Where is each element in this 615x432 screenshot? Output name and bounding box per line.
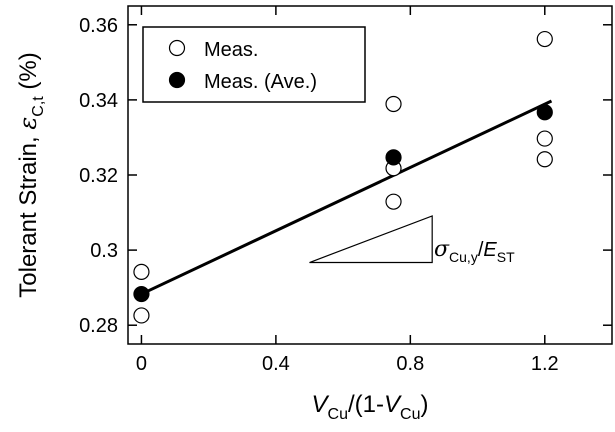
legend-label-meas: Meas. xyxy=(204,39,258,61)
x-tick-label: 0.8 xyxy=(396,353,424,375)
x-tick-label: 1.2 xyxy=(531,353,559,375)
point-meas xyxy=(536,130,553,147)
x-title-end: ) xyxy=(420,391,428,418)
slope-label: σCu,y/EST xyxy=(434,237,515,265)
x-tick-label: 0 xyxy=(136,353,147,375)
ticks: 0 0.4 0.8 1.2 0.28 0.3 0.32 0.34 0.36 xyxy=(79,6,612,375)
y-title-unit: (%) xyxy=(15,52,42,96)
point-meas xyxy=(536,151,553,168)
y-tick-label: 0.34 xyxy=(79,90,118,112)
y-title-main: Tolerant Strain, xyxy=(15,130,42,298)
x-title-sub2: Cu xyxy=(400,406,420,423)
slope-label-sub2: ST xyxy=(497,249,515,265)
x-title-mid: /(1- xyxy=(348,391,384,418)
slope-label-sub1: Cu,y xyxy=(449,249,478,265)
x-title-v2: V xyxy=(384,391,402,418)
legend-label-ave: Meas. (Ave.) xyxy=(204,71,317,93)
legend-box xyxy=(142,26,366,103)
point-meas xyxy=(536,30,553,48)
point-meas xyxy=(133,307,150,324)
point-meas-ave xyxy=(133,285,150,303)
point-meas xyxy=(133,263,150,280)
point-meas-ave xyxy=(536,104,553,121)
y-tick-label: 0.36 xyxy=(79,15,118,37)
y-axis-title: Tolerant Strain, εC,t (%) xyxy=(14,52,47,297)
slope-triangle xyxy=(309,215,433,264)
point-meas-ave xyxy=(385,149,402,166)
point-meas xyxy=(385,193,402,210)
y-title-symbol: ε xyxy=(14,117,42,130)
legend-marker-meas xyxy=(168,39,186,57)
legend: Meas. Meas. (Ave.) xyxy=(142,26,366,103)
fit-line xyxy=(140,99,553,296)
data-points xyxy=(133,30,553,324)
slope-label-e: E xyxy=(483,239,497,261)
y-tick-label: 0.3 xyxy=(90,240,118,262)
x-title-v1: V xyxy=(312,391,330,418)
slope-label-slash: / xyxy=(478,239,484,261)
y-tick-label: 0.32 xyxy=(79,165,118,187)
y-tick-label: 0.28 xyxy=(79,315,118,337)
x-axis-title: VCu/(1-VCu) xyxy=(312,391,429,423)
x-title-sub1: Cu xyxy=(328,406,348,423)
x-tick-label: 0.4 xyxy=(262,353,290,375)
slope-triangle-group xyxy=(309,215,433,264)
slope-label-sigma: σ xyxy=(434,237,450,262)
y-title-sub: C,t xyxy=(30,96,47,117)
legend-marker-ave xyxy=(168,71,186,89)
fit-line-group xyxy=(140,99,553,296)
point-meas xyxy=(385,95,402,113)
